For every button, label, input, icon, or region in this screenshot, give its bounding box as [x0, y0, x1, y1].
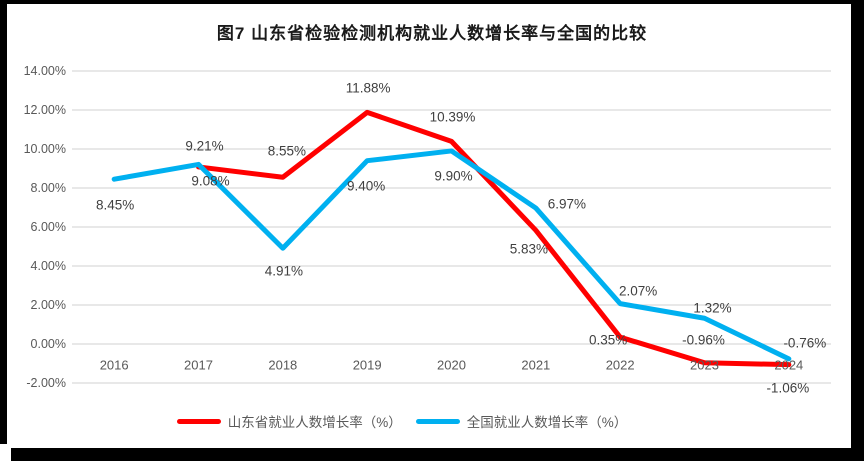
scan-border-bottom: [11, 448, 864, 461]
data-point-label: 9.40%: [347, 178, 386, 194]
legend-item-national: 全国就业人数增长率（%）: [415, 411, 628, 431]
legend: 山东省就业人数增长率（%） 全国就业人数增长率（%）: [0, 411, 804, 431]
scan-border-left: [0, 0, 7, 444]
data-point-label: 11.88%: [345, 80, 391, 96]
x-axis-category-label: 2017: [184, 357, 213, 373]
y-axis-tick-label: 0.00%: [30, 337, 66, 351]
y-axis-tick-label: 12.00%: [23, 103, 66, 117]
series-line-shandong: [196, 109, 792, 368]
scan-border-top: [0, 0, 864, 4]
legend-swatch-blue-line: [415, 418, 460, 424]
data-point-label: 1.32%: [693, 300, 732, 316]
x-axis-category-label: 2021: [521, 357, 551, 373]
y-axis-tick-label: 6.00%: [30, 220, 66, 234]
data-point-label: 4.91%: [264, 263, 303, 279]
data-point-label: 5.83%: [509, 241, 548, 257]
data-point-label: 9.21%: [185, 138, 224, 154]
data-point-label: -0.96%: [682, 332, 725, 348]
data-point-label: 8.45%: [96, 197, 135, 213]
y-axis-tick-label: 8.00%: [30, 181, 66, 195]
y-axis-tick-label: -2.00%: [26, 376, 66, 390]
y-axis-tick-label: 14.00%: [23, 64, 66, 78]
chart-title: 图7 山东省检验检测机构就业人数增长率与全国的比较: [216, 24, 648, 43]
data-point-label: -1.06%: [766, 380, 810, 396]
y-axis-tick-label: 4.00%: [30, 259, 66, 273]
x-axis-category-label: 2022: [605, 357, 635, 373]
data-point-label: 6.97%: [547, 196, 586, 212]
data-point-label: 9.08%: [191, 173, 230, 189]
x-axis-category-label: 2024: [774, 357, 804, 373]
x-axis-category-label: 2023: [690, 357, 719, 373]
data-point-label: 2.07%: [619, 283, 658, 299]
x-axis-category-label: 2016: [99, 357, 129, 373]
legend-swatch-red-line: [176, 418, 221, 424]
x-axis-category-label: 2019: [352, 357, 382, 373]
data-point-label: 10.39%: [429, 109, 476, 125]
legend-item-shandong: 山东省就业人数增长率（%）: [176, 411, 402, 431]
legend-label-shandong: 山东省就业人数增长率（%）: [227, 415, 402, 430]
x-axis-category-label: 2018: [268, 357, 298, 373]
y-axis-tick-label: 10.00%: [23, 142, 66, 156]
y-axis-tick-label: 2.00%: [30, 298, 66, 312]
legend-label-national: 全国就业人数增长率（%）: [466, 415, 628, 430]
data-point-label: 9.90%: [434, 168, 473, 184]
series-line-national: [111, 148, 792, 362]
scan-border-right: [851, 0, 864, 461]
data-point-label: -0.76%: [783, 335, 827, 351]
x-axis-category-label: 2020: [437, 357, 466, 373]
data-point-label: 0.35%: [589, 332, 628, 348]
data-point-label: 8.55%: [267, 143, 306, 159]
